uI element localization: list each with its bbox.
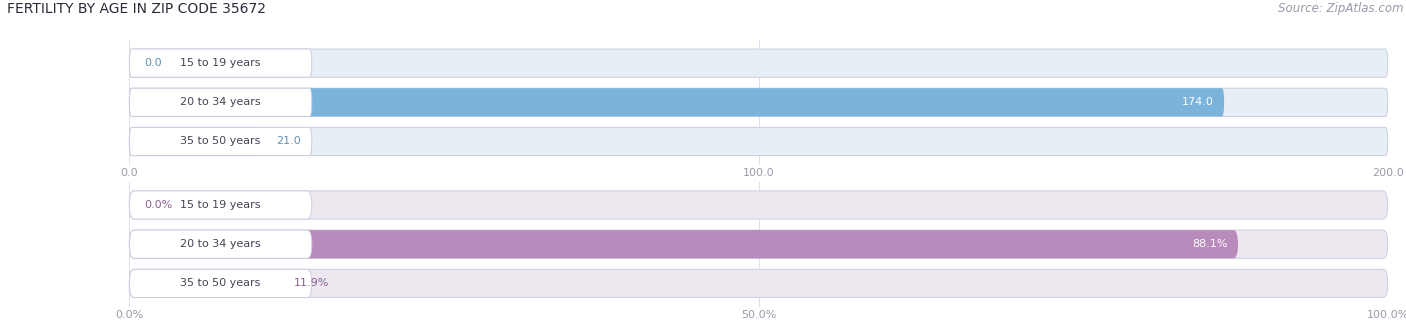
Text: 20 to 34 years: 20 to 34 years (180, 239, 262, 249)
Text: 11.9%: 11.9% (294, 279, 329, 288)
FancyBboxPatch shape (129, 49, 312, 77)
Text: 15 to 19 years: 15 to 19 years (180, 58, 262, 68)
FancyBboxPatch shape (129, 127, 312, 156)
FancyBboxPatch shape (129, 88, 1388, 116)
FancyBboxPatch shape (129, 191, 1388, 219)
FancyBboxPatch shape (129, 127, 1388, 156)
FancyBboxPatch shape (129, 88, 312, 116)
FancyBboxPatch shape (129, 269, 312, 298)
FancyBboxPatch shape (129, 88, 1225, 116)
FancyBboxPatch shape (129, 127, 262, 156)
Text: 15 to 19 years: 15 to 19 years (180, 200, 262, 210)
FancyBboxPatch shape (129, 191, 312, 219)
FancyBboxPatch shape (129, 269, 1388, 298)
Text: 35 to 50 years: 35 to 50 years (180, 279, 260, 288)
FancyBboxPatch shape (129, 230, 1388, 258)
Text: 20 to 34 years: 20 to 34 years (180, 97, 262, 107)
Text: FERTILITY BY AGE IN ZIP CODE 35672: FERTILITY BY AGE IN ZIP CODE 35672 (7, 2, 266, 16)
Text: Source: ZipAtlas.com: Source: ZipAtlas.com (1278, 2, 1403, 15)
FancyBboxPatch shape (129, 269, 280, 298)
Text: 0.0: 0.0 (145, 58, 162, 68)
Text: 88.1%: 88.1% (1192, 239, 1227, 249)
Text: 35 to 50 years: 35 to 50 years (180, 137, 260, 147)
FancyBboxPatch shape (129, 230, 312, 258)
FancyBboxPatch shape (129, 230, 1237, 258)
FancyBboxPatch shape (129, 49, 1388, 77)
Text: 0.0%: 0.0% (145, 200, 173, 210)
Text: 174.0: 174.0 (1182, 97, 1213, 107)
Text: 21.0: 21.0 (277, 137, 301, 147)
